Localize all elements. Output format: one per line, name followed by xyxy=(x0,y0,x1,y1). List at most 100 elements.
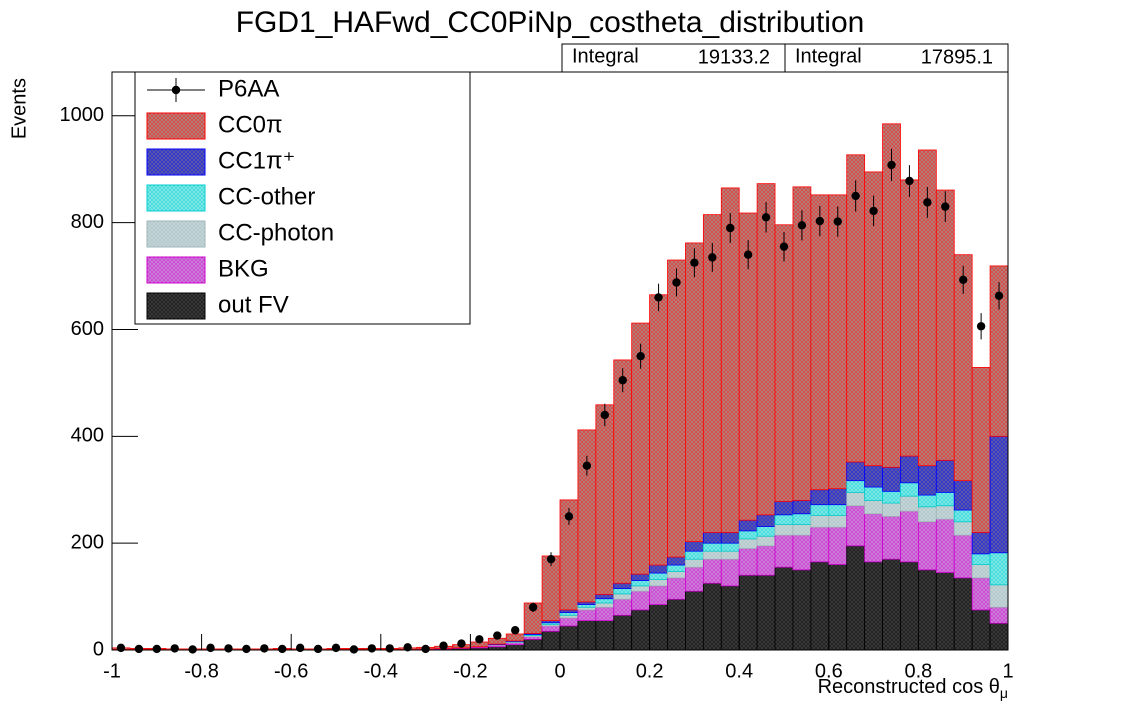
data-point xyxy=(833,217,842,226)
data-point xyxy=(511,626,520,635)
histogram-bar xyxy=(828,504,848,516)
data-point xyxy=(976,322,986,331)
histogram-bar xyxy=(953,521,973,536)
histogram-bar xyxy=(702,582,722,651)
histogram-bar xyxy=(756,535,776,547)
legend-swatch xyxy=(146,148,206,176)
histogram-bar xyxy=(685,590,704,651)
histogram-bar xyxy=(792,500,812,515)
histogram-bar xyxy=(595,606,615,622)
histogram-bar xyxy=(756,545,776,576)
histogram-bar xyxy=(900,455,919,484)
histogram-bar xyxy=(810,514,830,528)
data-point xyxy=(206,643,215,653)
histogram-bar xyxy=(774,534,794,568)
histogram-bar xyxy=(613,582,633,589)
histogram-bar xyxy=(577,609,597,622)
histogram-bar xyxy=(613,588,633,595)
histogram-bar xyxy=(720,558,740,587)
data-point xyxy=(349,645,359,654)
histogram-bar xyxy=(810,561,830,651)
histogram-bar xyxy=(559,617,579,627)
histogram-bar xyxy=(738,548,758,576)
histogram-bar xyxy=(702,532,722,544)
data-point xyxy=(994,291,1004,301)
data-point xyxy=(815,216,825,226)
histogram-bar xyxy=(900,561,919,651)
x-tick-label: -0.4 xyxy=(364,660,398,682)
data-point xyxy=(797,221,807,230)
histogram-bar xyxy=(971,609,991,651)
data-point xyxy=(905,176,914,186)
histogram-bar xyxy=(918,494,937,508)
legend-marker xyxy=(171,85,181,95)
histogram-bar xyxy=(577,429,597,603)
y-tick-label: 1000 xyxy=(60,104,105,126)
histogram-bar xyxy=(649,572,668,580)
histogram-bar xyxy=(685,550,704,560)
histogram-bar xyxy=(882,516,901,560)
histogram-bar xyxy=(720,542,740,552)
histogram-bar xyxy=(756,183,776,516)
histogram-bar xyxy=(828,488,848,506)
histogram-bar xyxy=(613,359,633,584)
x-tick-label: 0 xyxy=(554,660,565,682)
data-point xyxy=(672,278,681,287)
histogram-bar xyxy=(649,579,668,587)
histogram-bar xyxy=(595,598,615,604)
histogram-bar xyxy=(882,466,901,492)
histogram-bar xyxy=(631,609,650,651)
histogram-bar xyxy=(935,505,955,520)
histogram-bar xyxy=(935,189,955,461)
histogram-bar xyxy=(559,625,579,651)
histogram-bar xyxy=(828,514,848,528)
data-point xyxy=(618,376,627,385)
histogram-bar xyxy=(882,490,901,504)
histogram-bar xyxy=(864,486,883,501)
histogram-bar xyxy=(523,636,543,640)
x-tick-label: 1 xyxy=(1002,660,1013,682)
data-point xyxy=(779,242,789,251)
x-tick-label: 0.8 xyxy=(904,660,932,682)
x-tick-label: 0.4 xyxy=(725,660,753,682)
histogram-bar xyxy=(935,459,955,493)
histogram-bar xyxy=(613,598,633,616)
legend-label: CC0π xyxy=(218,111,283,138)
y-tick-label: 400 xyxy=(71,425,104,447)
histogram-bar xyxy=(649,604,668,651)
legend-label: out FV xyxy=(218,291,289,318)
data-point xyxy=(457,639,466,648)
x-tick-label: -0.8 xyxy=(184,660,218,682)
histogram-bar xyxy=(989,435,1009,554)
data-point xyxy=(403,643,412,652)
data-point xyxy=(941,202,950,211)
x-tick-label: 0.2 xyxy=(636,660,664,682)
histogram-bar xyxy=(667,564,686,572)
histogram-bar xyxy=(595,594,615,600)
histogram-bar xyxy=(649,294,668,566)
histogram-bar xyxy=(953,577,973,651)
histogram-bar xyxy=(828,194,848,490)
data-point xyxy=(224,644,233,653)
histogram-bar xyxy=(702,550,722,560)
data-point xyxy=(170,644,179,653)
histogram-bar xyxy=(918,506,937,523)
histogram-bar xyxy=(864,513,883,563)
histogram-bar xyxy=(918,465,937,496)
stats-box xyxy=(561,43,786,73)
histogram-bar xyxy=(792,569,812,651)
data-point xyxy=(421,644,430,654)
data-point xyxy=(726,223,735,233)
x-tick-label: 0.6 xyxy=(815,660,843,682)
histogram-bar xyxy=(774,224,794,502)
histogram-bar xyxy=(792,534,812,571)
histogram-bar xyxy=(828,564,848,651)
histogram-bar xyxy=(989,622,1009,651)
histogram-bar xyxy=(720,532,740,544)
histogram-bar xyxy=(738,574,758,651)
histogram-bar xyxy=(685,242,704,542)
x-tick-label: -0.6 xyxy=(274,660,308,682)
histogram-bar xyxy=(971,532,991,555)
